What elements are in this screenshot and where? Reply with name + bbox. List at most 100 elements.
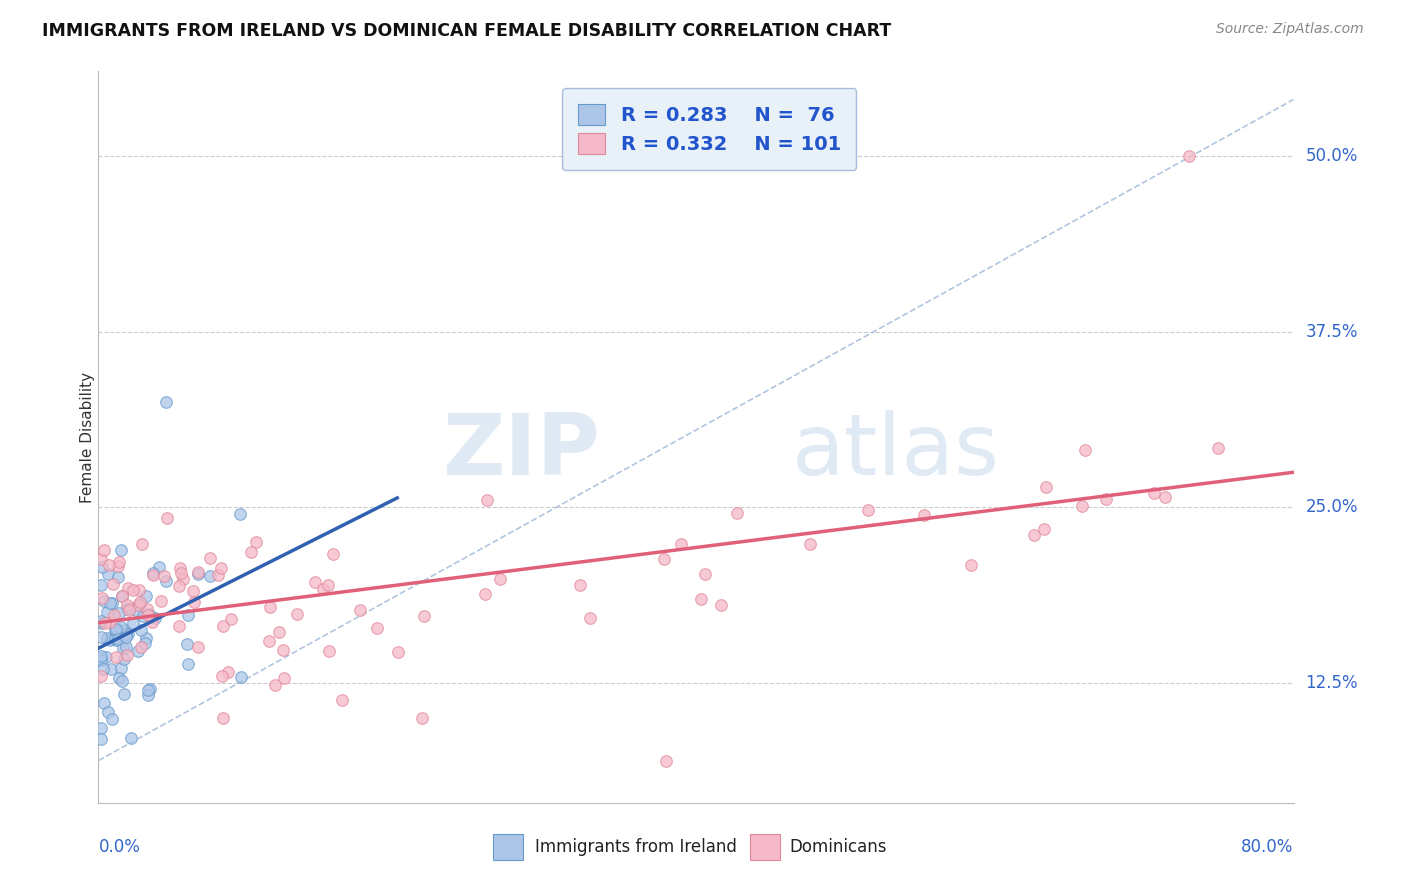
Point bbox=[212, 619, 235, 633]
Point bbox=[90, 616, 112, 631]
Point bbox=[172, 573, 194, 587]
Point bbox=[93, 543, 115, 558]
Point bbox=[229, 670, 252, 684]
Point bbox=[273, 671, 295, 685]
Point bbox=[97, 567, 120, 582]
Point bbox=[108, 624, 131, 639]
Point bbox=[90, 651, 112, 665]
Point bbox=[229, 508, 252, 522]
Point bbox=[652, 552, 675, 566]
Point bbox=[91, 559, 114, 574]
Point bbox=[488, 572, 510, 586]
Point bbox=[112, 624, 135, 638]
Point bbox=[671, 537, 693, 551]
Point bbox=[127, 599, 149, 613]
Point bbox=[112, 652, 135, 666]
Point bbox=[101, 712, 124, 726]
Text: ZIP: ZIP bbox=[443, 410, 600, 493]
Point bbox=[318, 644, 340, 658]
Text: Source: ZipAtlas.com: Source: ZipAtlas.com bbox=[1216, 22, 1364, 37]
Point bbox=[104, 622, 127, 636]
Point bbox=[1206, 441, 1229, 455]
Point bbox=[121, 583, 143, 598]
Point bbox=[120, 731, 142, 745]
Point bbox=[475, 493, 498, 508]
Point bbox=[127, 643, 149, 657]
Point bbox=[98, 632, 121, 647]
Point bbox=[1074, 443, 1097, 458]
Point bbox=[330, 692, 353, 706]
Point bbox=[1154, 490, 1177, 504]
Point bbox=[108, 671, 131, 685]
Point bbox=[149, 594, 172, 608]
Point bbox=[128, 597, 150, 611]
Point bbox=[104, 627, 127, 641]
Point bbox=[115, 630, 138, 644]
Point bbox=[111, 673, 134, 688]
Point bbox=[90, 731, 112, 746]
Point bbox=[91, 662, 114, 676]
Point bbox=[856, 503, 879, 517]
Point bbox=[132, 609, 155, 624]
Point bbox=[207, 568, 229, 582]
Point bbox=[176, 636, 198, 650]
Legend: R = 0.283    N =  76, R = 0.332    N = 101: R = 0.283 N = 76, R = 0.332 N = 101 bbox=[562, 88, 856, 169]
Text: 50.0%: 50.0% bbox=[1306, 147, 1358, 165]
Point bbox=[1070, 499, 1092, 513]
Point bbox=[217, 665, 239, 680]
Point bbox=[98, 615, 121, 630]
Point bbox=[155, 395, 177, 409]
Point bbox=[90, 669, 112, 683]
Point bbox=[212, 711, 235, 725]
Point bbox=[474, 586, 496, 600]
Point bbox=[129, 624, 152, 638]
Point bbox=[693, 566, 716, 581]
Point bbox=[135, 590, 157, 604]
Point bbox=[725, 506, 748, 520]
Point bbox=[110, 542, 132, 557]
Point bbox=[143, 611, 166, 625]
Point bbox=[97, 558, 120, 573]
Point bbox=[142, 566, 165, 581]
Point bbox=[167, 579, 190, 593]
Point bbox=[187, 567, 209, 582]
Point bbox=[97, 705, 120, 719]
Point bbox=[271, 643, 294, 657]
Point bbox=[90, 615, 112, 629]
Text: atlas: atlas bbox=[792, 410, 1000, 493]
Point bbox=[128, 582, 150, 597]
Point bbox=[1033, 522, 1056, 536]
Point bbox=[117, 598, 139, 612]
Point bbox=[136, 682, 159, 697]
Point bbox=[120, 600, 142, 615]
Point bbox=[107, 570, 129, 584]
Point bbox=[960, 558, 983, 573]
Point bbox=[690, 592, 713, 607]
Point bbox=[105, 633, 128, 648]
Point bbox=[181, 584, 204, 599]
Point bbox=[259, 600, 281, 615]
Text: IMMIGRANTS FROM IRELAND VS DOMINICAN FEMALE DISABILITY CORRELATION CHART: IMMIGRANTS FROM IRELAND VS DOMINICAN FEM… bbox=[42, 22, 891, 40]
Point bbox=[240, 545, 263, 559]
Point bbox=[90, 653, 112, 667]
Point bbox=[117, 581, 139, 595]
Point bbox=[111, 589, 134, 603]
Point bbox=[412, 609, 434, 624]
Point bbox=[110, 620, 132, 634]
Point bbox=[1178, 149, 1201, 163]
Point bbox=[200, 569, 222, 583]
Point bbox=[94, 615, 117, 630]
Text: 25.0%: 25.0% bbox=[1306, 499, 1358, 516]
Point bbox=[136, 608, 159, 623]
Point bbox=[134, 636, 156, 650]
Point bbox=[129, 640, 152, 654]
Point bbox=[125, 603, 148, 617]
Point bbox=[121, 616, 143, 631]
Point bbox=[90, 578, 112, 592]
Point bbox=[115, 648, 138, 662]
Point bbox=[115, 640, 138, 654]
Point bbox=[108, 555, 131, 569]
Point bbox=[1143, 485, 1166, 500]
Point bbox=[112, 687, 135, 701]
Point bbox=[100, 596, 122, 610]
